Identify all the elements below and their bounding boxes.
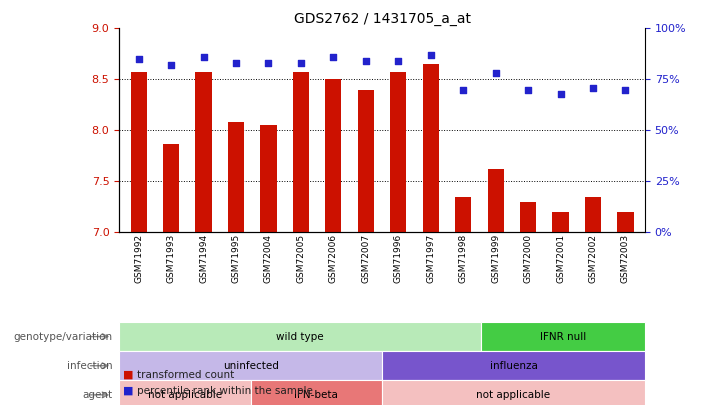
Point — [587, 84, 599, 91]
Point — [360, 58, 372, 64]
Text: ■: ■ — [123, 386, 133, 396]
Bar — [487, 169, 504, 232]
Bar — [130, 72, 147, 232]
Bar — [119, 322, 481, 351]
Point — [425, 52, 436, 58]
Point — [133, 56, 144, 62]
Text: ■: ■ — [123, 370, 133, 379]
Bar — [382, 380, 645, 405]
Text: not applicable: not applicable — [148, 390, 222, 400]
Point — [490, 70, 501, 77]
Bar — [293, 72, 309, 232]
Bar — [196, 72, 212, 232]
Point — [620, 86, 631, 93]
Text: influenza: influenza — [489, 361, 538, 371]
Bar — [455, 197, 471, 232]
Point — [198, 54, 209, 60]
Bar — [228, 122, 244, 232]
Bar — [618, 212, 634, 232]
Text: IFN-beta: IFN-beta — [294, 390, 339, 400]
Point — [328, 54, 339, 60]
Point — [393, 58, 404, 64]
Point — [555, 90, 566, 97]
Bar — [163, 144, 179, 232]
Text: wild type: wild type — [276, 332, 324, 341]
Point — [522, 86, 533, 93]
Bar — [585, 197, 601, 232]
Title: GDS2762 / 1431705_a_at: GDS2762 / 1431705_a_at — [294, 12, 470, 26]
Text: IFNR null: IFNR null — [540, 332, 586, 341]
Bar — [520, 202, 536, 232]
Point — [165, 62, 177, 68]
Point — [231, 60, 242, 66]
Bar — [423, 64, 439, 232]
Bar — [119, 351, 382, 380]
Text: genotype/variation: genotype/variation — [13, 332, 112, 341]
Bar — [481, 322, 645, 351]
Text: not applicable: not applicable — [477, 390, 550, 400]
Text: agent: agent — [82, 390, 112, 400]
Text: transformed count: transformed count — [137, 370, 234, 379]
Bar — [119, 380, 251, 405]
Bar — [358, 90, 374, 232]
Text: percentile rank within the sample: percentile rank within the sample — [137, 386, 313, 396]
Bar — [325, 79, 341, 232]
Bar — [251, 380, 382, 405]
Bar — [552, 212, 569, 232]
Text: uninfected: uninfected — [223, 361, 278, 371]
Bar — [390, 72, 407, 232]
Bar — [260, 125, 277, 232]
Point — [295, 60, 306, 66]
Point — [263, 60, 274, 66]
Text: infection: infection — [67, 361, 112, 371]
Bar — [382, 351, 645, 380]
Point — [458, 86, 469, 93]
